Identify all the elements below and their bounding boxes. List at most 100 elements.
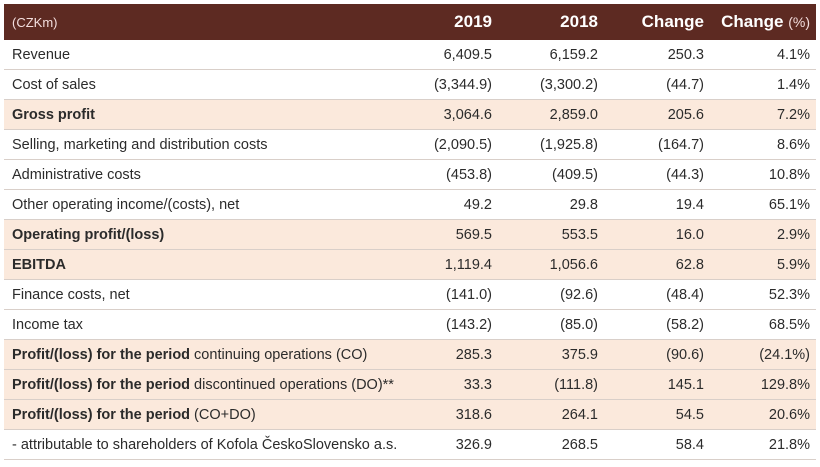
row-label: Revenue: [4, 40, 396, 70]
value-change: 250.3: [604, 40, 710, 70]
value-change-pct: 65.1%: [710, 189, 816, 220]
row-label-main: Selling, marketing and distribution cost…: [12, 136, 268, 153]
value-change-pct: 7.2%: [710, 99, 816, 130]
row-label-main: Gross profit: [12, 106, 95, 123]
value-change-pct: 5.9%: [710, 249, 816, 280]
table-row: EBITDA 1,119.4 1,056.6 62.8 5.9%: [4, 249, 816, 280]
value-2019: 569.5: [396, 219, 498, 250]
header-change-pct: Change (%): [710, 4, 816, 40]
row-label: Finance costs, net: [4, 279, 396, 310]
row-label-sub: continuing operations (CO): [190, 346, 368, 363]
value-2018: (409.5): [498, 159, 604, 190]
row-label-main: Profit/(loss) for the period: [12, 346, 191, 363]
row-label-main: Cost of sales: [12, 76, 96, 93]
value-2018: 268.5: [498, 429, 604, 460]
value-change-pct: 2.9%: [710, 219, 816, 250]
row-label: Cost of sales: [4, 69, 396, 100]
table-row: Revenue 6,409.5 6,159.2 250.3 4.1%: [4, 40, 816, 70]
row-label-main: Administrative costs: [12, 166, 141, 183]
value-change: (164.7): [604, 129, 710, 160]
row-label-main: Other operating income/(costs), net: [12, 196, 240, 213]
header-change: Change: [604, 4, 710, 40]
value-2018: (111.8): [498, 369, 604, 400]
value-2018: 6,159.2: [498, 40, 604, 70]
value-2018: (3,300.2): [498, 69, 604, 100]
row-label: Profit/(loss) for the period discontinue…: [4, 369, 396, 400]
value-2018: (1,925.8): [498, 129, 604, 160]
value-change: 19.4: [604, 189, 710, 220]
value-change-pct: 10.8%: [710, 159, 816, 190]
value-change: 54.5: [604, 399, 710, 430]
value-2019: 285.3: [396, 339, 498, 370]
value-2019: (453.8): [396, 159, 498, 190]
value-change: 58.4: [604, 429, 710, 460]
unit-label: (CZKm): [4, 4, 396, 40]
table-row: Administrative costs (453.8) (409.5) (44.3)…: [4, 159, 816, 190]
value-2018: (92.6): [498, 279, 604, 310]
table-row: Cost of sales (3,344.9) (3,300.2) (44.7) 1.4…: [4, 69, 816, 100]
value-change-pct: 52.3%: [710, 279, 816, 310]
value-2018: 2,859.0: [498, 99, 604, 130]
value-change-pct: 21.8%: [710, 429, 816, 460]
row-label-main: Revenue: [12, 46, 71, 63]
value-change: 205.6: [604, 99, 710, 130]
table-row: Finance costs, net (141.0) (92.6) (48.4) 52.…: [4, 279, 816, 310]
table-row: Profit/(loss) for the period (CO+DO) 318.…: [4, 399, 816, 430]
row-label-sub: discontinued operations (DO)**: [190, 376, 394, 393]
value-2019: (143.2): [396, 309, 498, 340]
income-statement-table: (CZKm) 2019 2018 Change Change (%) Reven…: [4, 4, 816, 460]
value-2019: 318.6: [396, 399, 498, 430]
value-change-pct: 20.6%: [710, 399, 816, 430]
table-row: Income tax (143.2) (85.0) (58.2) 68.5%: [4, 309, 816, 340]
value-2019: 49.2: [396, 189, 498, 220]
table-row: Profit/(loss) for the period continuing …: [4, 339, 816, 370]
row-label: Selling, marketing and distribution cost…: [4, 129, 396, 160]
header-2018: 2018: [498, 4, 604, 40]
value-change-pct: 68.5%: [710, 309, 816, 340]
table-row: Gross profit 3,064.6 2,859.0 205.6 7.2%: [4, 99, 816, 130]
value-change-pct: 129.8%: [710, 369, 816, 400]
row-label: Profit/(loss) for the period (CO+DO): [4, 399, 396, 430]
value-change: (44.7): [604, 69, 710, 100]
header-pct-suffix: (%): [788, 14, 810, 30]
header-2019: 2019: [396, 4, 498, 40]
value-2019: 1,119.4: [396, 249, 498, 280]
table-header: (CZKm) 2019 2018 Change Change (%): [4, 4, 816, 40]
value-change: (58.2): [604, 309, 710, 340]
value-2018: 1,056.6: [498, 249, 604, 280]
header-row: (CZKm) 2019 2018 Change Change (%): [4, 4, 816, 40]
table-row: Selling, marketing and distribution cost…: [4, 129, 816, 160]
value-2018: 553.5: [498, 219, 604, 250]
value-change-pct: 8.6%: [710, 129, 816, 160]
value-change: (90.6): [604, 339, 710, 370]
row-label-main: Finance costs, net: [12, 286, 130, 303]
value-2018: 29.8: [498, 189, 604, 220]
value-2019: (3,344.9): [396, 69, 498, 100]
value-change: 16.0: [604, 219, 710, 250]
value-2018: 264.1: [498, 399, 604, 430]
row-label: Operating profit/(loss): [4, 219, 396, 250]
row-label: Other operating income/(costs), net: [4, 189, 396, 220]
table-row: Profit/(loss) for the period discontinue…: [4, 369, 816, 400]
value-2019: 6,409.5: [396, 40, 498, 70]
value-2019: 326.9: [396, 429, 498, 460]
value-change: (44.3): [604, 159, 710, 190]
row-label-main: EBITDA: [12, 256, 66, 273]
row-label: Profit/(loss) for the period continuing …: [4, 339, 396, 370]
row-label: Income tax: [4, 309, 396, 340]
row-label: EBITDA: [4, 249, 396, 280]
value-change: 145.1: [604, 369, 710, 400]
value-2019: 33.3: [396, 369, 498, 400]
row-label: - attributable to shareholders of Kofola…: [4, 429, 398, 460]
table-row: Operating profit/(loss) 569.5 553.5 16.0 2.9…: [4, 219, 816, 250]
row-label-main: Income tax: [12, 316, 83, 333]
value-2018: (85.0): [498, 309, 604, 340]
value-change: 62.8: [604, 249, 710, 280]
row-label: Administrative costs: [4, 159, 396, 190]
value-change-pct: 1.4%: [710, 69, 816, 100]
value-change: (48.4): [604, 279, 710, 310]
value-change-pct: (24.1%): [710, 339, 816, 370]
row-label-main: - attributable to shareholders of Kofola…: [12, 436, 398, 453]
row-label-main: Profit/(loss) for the period: [12, 406, 191, 423]
value-2019: (2,090.5): [396, 129, 498, 160]
